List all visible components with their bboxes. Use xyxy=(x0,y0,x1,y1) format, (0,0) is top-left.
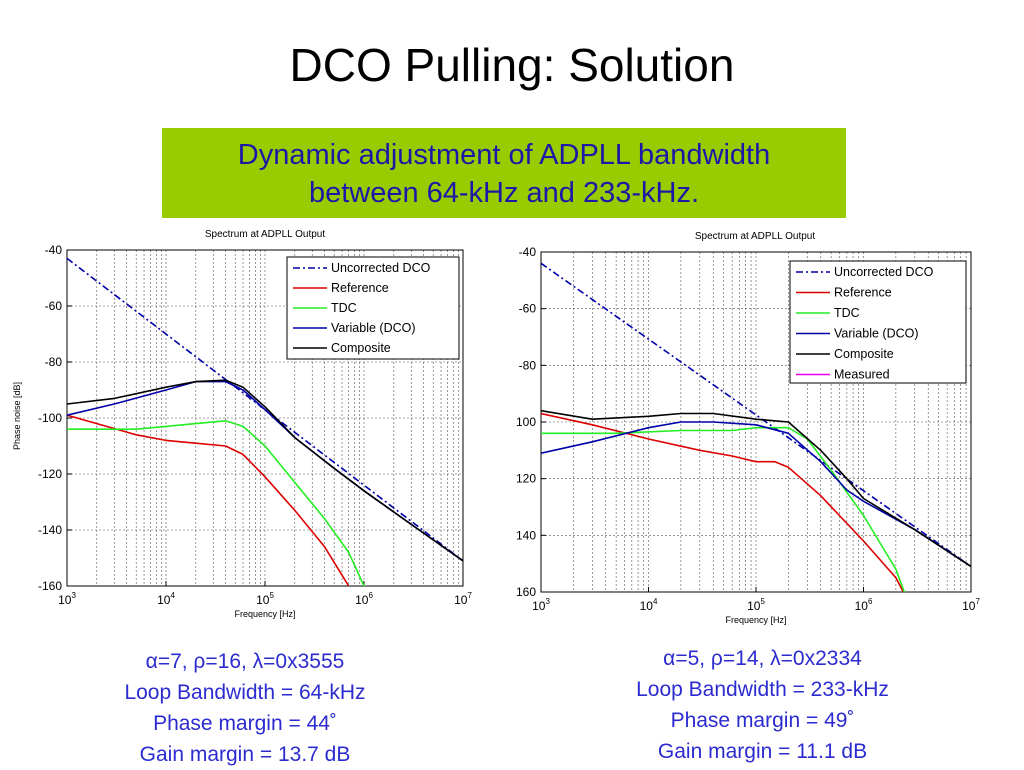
right-y-tick-label: -80 xyxy=(519,358,537,372)
left-y-tick-label: -60 xyxy=(45,299,63,313)
left-series-composite xyxy=(67,379,463,562)
caption-right-bandwidth: Loop Bandwidth = 233-kHz xyxy=(636,678,889,701)
right-x-axis-label: Frequency [Hz] xyxy=(725,615,786,625)
right-legend-label: Composite xyxy=(834,347,894,361)
banner-line-1: Dynamic adjustment of ADPLL bandwidth xyxy=(237,139,771,171)
left-x-tick-label: 103 xyxy=(58,591,76,607)
right-y-tick-label: 140 xyxy=(516,528,536,542)
left-series-uncorrected-dco xyxy=(67,257,463,562)
left-legend-box xyxy=(286,256,460,360)
left-y-tick-label: -140 xyxy=(38,523,62,537)
left-legend-label: Variable (DCO) xyxy=(331,321,416,335)
left-y-tick-label: -100 xyxy=(38,411,62,425)
right-x-tick-label: 105 xyxy=(747,597,765,613)
right-legend-label: Variable (DCO) xyxy=(834,327,919,341)
right-x-tick-label: 107 xyxy=(962,597,980,613)
left-series-group xyxy=(67,257,463,586)
right-legend-label: Measured xyxy=(834,368,890,382)
right-x-tick-label: 104 xyxy=(640,597,658,613)
banner-line-2: between 64-kHz and 233-kHz. xyxy=(308,177,700,209)
left-legend-label: Composite xyxy=(331,341,391,355)
right-chart-title: Spectrum at ADPLL Output xyxy=(695,231,815,242)
caption-left: α=7, ρ=16, λ=0x3555 Loop Bandwidth = 64-… xyxy=(70,646,420,770)
left-chart-title: Spectrum at ADPLL Output xyxy=(205,229,325,240)
slide-title: DCO Pulling: Solution xyxy=(289,39,735,91)
right-y-tick-label: 160 xyxy=(516,585,536,599)
right-legend-label: Uncorrected DCO xyxy=(834,265,934,279)
right-grid xyxy=(541,252,971,592)
left-legend-label: Reference xyxy=(331,281,389,295)
left-x-axis-label: Frequency [Hz] xyxy=(234,609,295,619)
left-y-axis-label: Phase noise [dB] xyxy=(12,382,22,450)
right-x-tick-label: 106 xyxy=(855,597,873,613)
caption-right-gain-margin: Gain margin = 11.1 dB xyxy=(657,740,868,763)
left-series-tdc xyxy=(67,420,365,586)
left-grid xyxy=(67,250,463,586)
right-legend-label: TDC xyxy=(834,306,860,320)
right-y-tick-label: 120 xyxy=(516,472,536,486)
right-series-variable-dco xyxy=(541,421,971,568)
right-series-reference xyxy=(541,412,905,592)
left-x-tick-label: 104 xyxy=(157,591,175,607)
right-series-composite xyxy=(541,409,971,568)
left-legend-label: TDC xyxy=(331,301,357,315)
right-y-tick-label: -60 xyxy=(519,302,537,316)
left-legend-label: Uncorrected DCO xyxy=(331,261,431,275)
caption-left-bandwidth: Loop Bandwidth = 64-kHz xyxy=(124,681,366,704)
right-x-tick-label: 103 xyxy=(532,597,550,613)
right-plot-frame xyxy=(540,251,972,593)
left-plot-frame xyxy=(66,249,464,587)
left-x-tick-label: 106 xyxy=(355,591,373,607)
right-y-tick-label: -40 xyxy=(519,245,537,259)
caption-left-params: α=7, ρ=16, λ=0x3555 xyxy=(145,650,345,673)
right-legend-box xyxy=(789,260,967,384)
left-series-reference xyxy=(67,414,350,586)
caption-right-phase-margin: Phase margin = 49˚ xyxy=(670,709,855,732)
right-legend-label: Reference xyxy=(834,286,892,300)
left-x-tick-label: 105 xyxy=(256,591,274,607)
left-y-tick-label: -120 xyxy=(38,467,62,481)
bandwidth-banner: Dynamic adjustment of ADPLL bandwidth be… xyxy=(162,128,846,218)
caption-left-phase-margin: Phase margin = 44˚ xyxy=(153,712,337,735)
right-series-uncorrected-dco xyxy=(541,262,971,568)
caption-left-gain-margin: Gain margin = 13.7 dB xyxy=(139,743,351,766)
left-y-tick-label: -80 xyxy=(45,355,63,369)
right-series-group xyxy=(541,262,971,592)
left-series-variable-dco xyxy=(67,380,463,562)
left-y-tick-label: -40 xyxy=(45,243,63,257)
caption-right-params: α=5, ρ=14, λ=0x2334 xyxy=(663,647,862,670)
left-x-tick-label: 107 xyxy=(454,591,472,607)
right-y-tick-label: 100 xyxy=(516,415,536,429)
right-series-tdc xyxy=(541,426,906,592)
left-y-tick-label: -160 xyxy=(38,579,62,593)
caption-right: α=5, ρ=14, λ=0x2334 Loop Bandwidth = 233… xyxy=(585,643,940,767)
